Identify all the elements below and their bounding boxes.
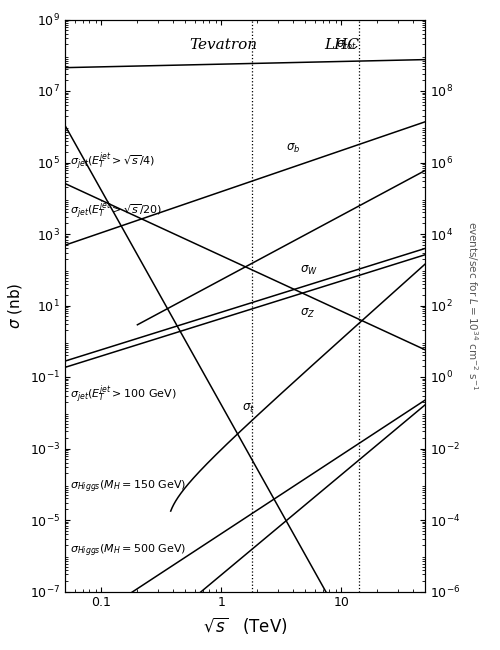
- Text: $\sigma_W$: $\sigma_W$: [300, 264, 318, 277]
- Y-axis label: $\sigma$ (nb): $\sigma$ (nb): [6, 282, 25, 329]
- Text: $\sigma_{tot}$: $\sigma_{tot}$: [336, 40, 357, 53]
- Text: $\sigma_{jet}(E_T^{jet} > \sqrt{s}/20)$: $\sigma_{jet}(E_T^{jet} > \sqrt{s}/20)$: [70, 200, 162, 222]
- Text: $\sigma_b$: $\sigma_b$: [286, 142, 300, 155]
- X-axis label: $\sqrt{s}$   (TeV): $\sqrt{s}$ (TeV): [202, 615, 288, 636]
- Text: $\sigma_Z$: $\sigma_Z$: [300, 306, 315, 320]
- Text: LHC: LHC: [324, 38, 359, 52]
- Text: $\sigma_{jet}(E_T^{jet} > \sqrt{s}/4)$: $\sigma_{jet}(E_T^{jet} > \sqrt{s}/4)$: [70, 151, 156, 173]
- Text: $\sigma_{Higgs}(M_H = 150\ \mathrm{GeV})$: $\sigma_{Higgs}(M_H = 150\ \mathrm{GeV})…: [70, 478, 186, 495]
- Text: $\sigma_{Higgs}(M_H = 500\ \mathrm{GeV})$: $\sigma_{Higgs}(M_H = 500\ \mathrm{GeV})…: [70, 543, 186, 559]
- Text: $\sigma_{jet}(E_T^{jet} > 100\ \mathrm{GeV})$: $\sigma_{jet}(E_T^{jet} > 100\ \mathrm{G…: [70, 384, 177, 406]
- Text: Tevatron: Tevatron: [190, 38, 258, 52]
- Y-axis label: events/sec for $L = 10^{34}$ cm$^{-2}$ s$^{-1}$: events/sec for $L = 10^{34}$ cm$^{-2}$ s…: [465, 221, 479, 390]
- Text: $\sigma_t$: $\sigma_t$: [242, 402, 255, 415]
